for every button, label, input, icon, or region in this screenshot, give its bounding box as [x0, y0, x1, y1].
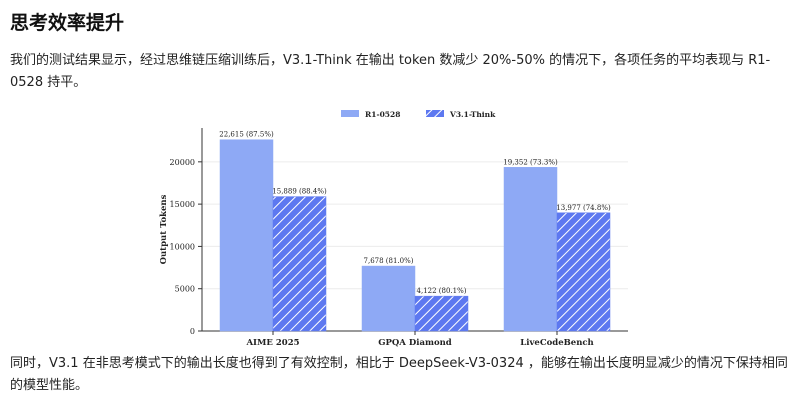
y-tick-label: 5000: [175, 285, 195, 294]
legend-v3-1-think-label: V3.1-Think: [449, 110, 496, 119]
bar-r1-0528: [219, 139, 274, 332]
outro-paragraph: 同时，V3.1 在非思考模式下的输出长度也得到了有效控制，相比于 DeepSee…: [10, 356, 788, 393]
y-tick-label: 15000: [170, 200, 195, 209]
y-tick-label: 0: [190, 327, 195, 336]
intro-paragraph: 我们的测试结果显示，经过思维链压缩训练后，V3.1-Think 在输出 toke…: [10, 53, 771, 90]
bar-v3-1-think: [272, 196, 327, 332]
legend-v3-1-think-swatch: [426, 110, 444, 117]
bar-value-label: 22,615 (87.5%): [219, 131, 274, 139]
x-tick-label: LiveCodeBench: [520, 338, 593, 348]
legend-r1-0528-swatch: [341, 110, 359, 117]
legend-r1-0528-label: R1-0528: [365, 110, 400, 119]
bar-v3-1-think: [414, 295, 469, 332]
y-axis-label: Output Tokens: [159, 194, 169, 264]
y-tick-label: 20000: [170, 158, 195, 167]
section-heading: 思考效率提升: [10, 12, 125, 34]
bar-r1-0528: [503, 167, 558, 332]
bar-value-label: 4,122 (80.1%): [417, 287, 467, 295]
bar-value-label: 13,977 (74.8%): [556, 204, 611, 212]
y-tick-label: 10000: [170, 242, 195, 251]
bar-value-label: 7,678 (81.0%): [364, 257, 414, 265]
bar-r1-0528: [361, 265, 416, 332]
bar-v3-1-think: [556, 212, 611, 332]
bar-value-label: 15,889 (88.4%): [272, 188, 327, 196]
token-chart: 0 5000 10000 15000 20000 Output Tokens 22,615 …: [150, 104, 640, 348]
x-tick-label: GPQA Diamond: [378, 338, 452, 348]
x-tick-label: AIME 2025: [245, 338, 299, 348]
bar-value-label: 19,352 (73.3%): [503, 158, 558, 166]
bar-chart-svg: 0 5000 10000 15000 20000 Output Tokens 22,615 …: [159, 110, 628, 348]
